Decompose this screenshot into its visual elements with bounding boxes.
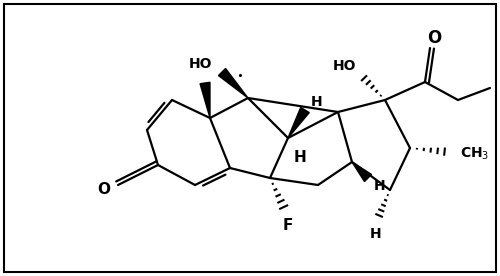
- Text: H: H: [311, 95, 323, 109]
- Polygon shape: [200, 82, 210, 118]
- Text: HO: HO: [332, 59, 356, 73]
- Text: H: H: [374, 179, 386, 193]
- Polygon shape: [352, 162, 372, 182]
- Polygon shape: [218, 68, 248, 98]
- Text: H: H: [370, 227, 382, 241]
- Text: HO: HO: [188, 57, 212, 71]
- Text: O: O: [427, 29, 441, 47]
- Polygon shape: [288, 107, 310, 138]
- Text: H: H: [294, 150, 306, 166]
- Text: O: O: [98, 182, 110, 198]
- Text: CH$_3$: CH$_3$: [460, 146, 490, 162]
- Text: F: F: [283, 219, 293, 233]
